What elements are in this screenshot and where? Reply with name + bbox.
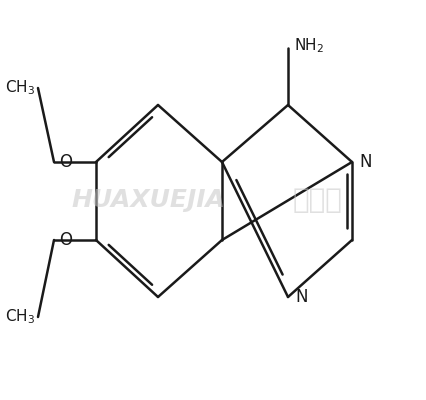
Text: N: N (295, 288, 308, 306)
Text: NH$_2$: NH$_2$ (294, 37, 324, 55)
Text: 化学加: 化学加 (293, 186, 343, 214)
Text: O: O (59, 153, 72, 171)
Text: N: N (359, 153, 371, 171)
Text: CH$_3$: CH$_3$ (5, 308, 35, 326)
Text: HUAXUEJIA: HUAXUEJIA (71, 188, 225, 212)
Text: CH$_3$: CH$_3$ (5, 79, 35, 97)
Text: O: O (59, 231, 72, 249)
